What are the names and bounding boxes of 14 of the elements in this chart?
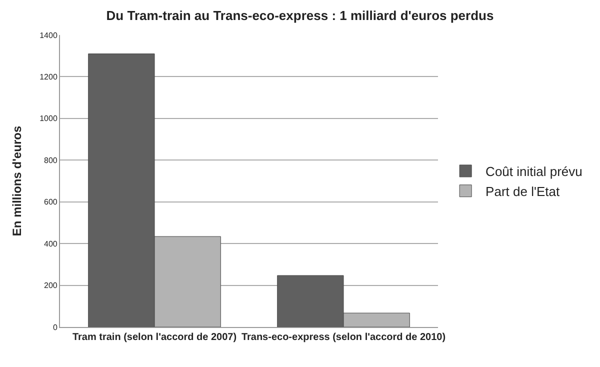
y-tick-label: 0 — [52, 322, 58, 332]
y-tick-label: 800 — [44, 156, 58, 165]
y-axis-title: En millions d'euros — [10, 126, 24, 236]
y-tick-label: 1400 — [40, 30, 58, 40]
x-tick-label: Trans-eco-express (selon l'accord de 2010) — [241, 332, 446, 343]
y-tick-label: 1000 — [40, 114, 58, 124]
legend-label: Part de l'Etat — [486, 184, 560, 199]
chart-title: Du Tram-train au Trans-eco-express : 1 milliard d'euros perdus — [106, 8, 494, 24]
y-tick-label: 1200 — [40, 72, 58, 82]
legend-label: Coût initial prévu — [486, 164, 582, 180]
y-tick-label: 200 — [44, 281, 58, 290]
y-tick-label: 400 — [44, 239, 58, 248]
y-tick-label: 600 — [44, 198, 58, 207]
x-tick-label: Tram train (selon l'accord de 2007) — [72, 332, 237, 343]
